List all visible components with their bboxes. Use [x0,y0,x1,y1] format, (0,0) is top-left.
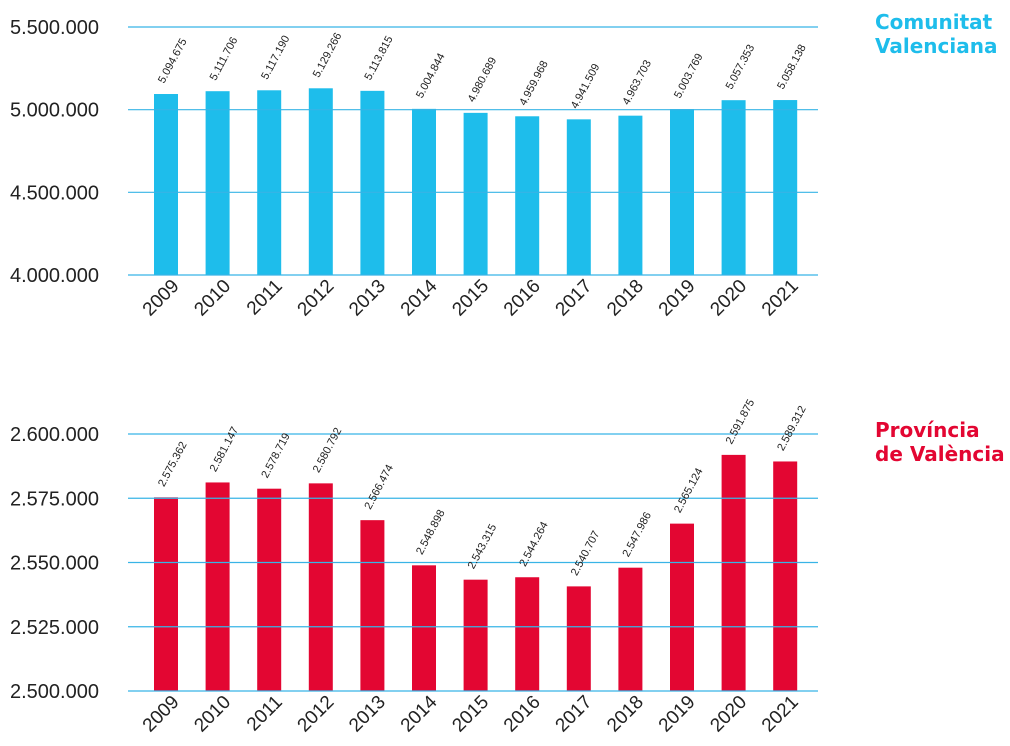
bar [773,461,798,691]
bar [257,488,282,691]
y-tick-label: 2.525.000 [10,617,99,639]
bar [515,116,540,275]
bar [670,523,694,691]
x-tick-label: 2011 [243,692,287,736]
bar [566,586,591,691]
bar [463,579,488,691]
bar [360,520,385,691]
x-tick-label: 2021 [758,692,803,737]
x-tick-label: 2009 [139,692,184,737]
chart-title-line: Valenciana [875,34,998,58]
bar [412,565,436,691]
y-tick-label: 5.500.000 [10,17,99,39]
y-tick-label: 4.000.000 [10,265,99,287]
data-label: 2.575.362 [156,440,190,489]
chart-title-line: Comunitat [875,10,993,34]
y-tick-label: 2.575.000 [10,488,99,510]
x-tick-label: 2017 [552,692,597,737]
bar [721,100,746,276]
x-tick-label: 2015 [448,692,493,737]
bar [463,112,488,275]
data-label: 2.580.792 [311,426,345,475]
bar [154,497,178,691]
x-tick-label: 2010 [190,692,235,737]
x-tick-label: 2012 [294,692,339,737]
bar [360,90,385,276]
data-label: 2.540.707 [569,529,603,578]
data-label: 2.547.986 [620,510,654,559]
bar [257,90,282,275]
bar [773,100,798,275]
data-label: 2.544.264 [517,520,551,569]
chart-title-comunitat: Comunitat Valenciana [875,10,997,58]
bar [308,483,333,691]
y-tick-label: 2.500.000 [10,681,99,703]
x-tick-label: 2019 [655,692,700,737]
data-label: 2.581.147 [208,425,242,474]
data-label: 2.578.719 [259,431,293,480]
bar [205,91,230,276]
bar [154,94,178,275]
data-label: 2.589.312 [775,404,809,453]
y-tick-label: 2.600.000 [10,424,99,446]
bar [515,577,540,691]
x-tick-label: 2014 [397,691,442,736]
bar [721,454,746,691]
x-tick-label: 2020 [706,692,751,737]
data-label: 2.566.474 [362,463,396,512]
bar [618,115,643,275]
bar [618,567,643,691]
x-tick-label: 2013 [345,692,390,737]
data-label: 2.591.875 [724,397,758,446]
y-tick-label: 2.550.000 [10,553,99,575]
data-label: 2.543.315 [466,522,500,571]
bar [205,482,230,691]
chart-title-line: Província [875,418,980,442]
y-tick-label: 4.500.000 [10,182,99,204]
data-label: 2.548.898 [414,508,448,557]
x-tick-label: 2018 [603,692,648,737]
chart-title-provincia: Província de València [875,418,1005,466]
bar [308,88,333,276]
chart-title-line: de València [875,442,1005,466]
y-tick-label: 5.000.000 [10,100,99,122]
data-label: 2.565.124 [672,466,706,515]
x-tick-label: 2016 [500,692,545,737]
bar [566,119,591,275]
